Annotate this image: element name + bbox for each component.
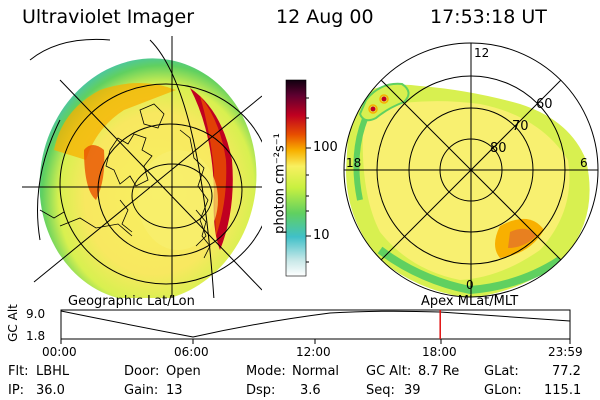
- mlat-label-70: 70: [512, 119, 529, 134]
- gain-value: 13: [166, 383, 183, 398]
- observation-date: 12 Aug 00: [276, 6, 374, 28]
- door-value: Open: [166, 364, 201, 379]
- mode-label: Mode:: [246, 364, 286, 379]
- xtick-0000: 00:00: [42, 345, 77, 359]
- left-panel-caption: Geographic Lat/Lon: [68, 294, 195, 309]
- mlt-label-0: 0: [466, 278, 474, 292]
- xtick-0600: 06:00: [174, 345, 209, 359]
- flt-label: Flt:: [8, 364, 29, 379]
- dsp-label: Dsp:: [246, 383, 276, 398]
- gcalt-label: GC Alt:: [366, 364, 412, 379]
- gcalt-value: 8.7 Re: [418, 364, 460, 379]
- xtick-1200: 12:00: [296, 345, 331, 359]
- mlt-label-12: 12: [474, 46, 490, 60]
- mode-value: Normal: [292, 364, 340, 379]
- glat-label: GLat:: [484, 364, 519, 379]
- ip-value: 36.0: [36, 383, 65, 398]
- dsp-value: 3.6: [300, 383, 321, 398]
- right-panel-caption: Apex MLat/MLT: [421, 294, 519, 309]
- altitude-ymin: 1.8: [26, 329, 46, 343]
- mlt-label-6: 6: [580, 156, 588, 170]
- glon-value: 115.1: [544, 383, 582, 398]
- glat-value: 77.2: [552, 364, 581, 379]
- door-label: Door:: [124, 364, 160, 379]
- xtick-2359: 23:59: [548, 345, 583, 359]
- mlat-label-60: 60: [536, 97, 553, 112]
- seq-label: Seq:: [366, 383, 395, 398]
- colorbar-tick-10: 10: [313, 228, 330, 243]
- ip-label: IP:: [8, 383, 25, 398]
- gain-label: Gain:: [124, 383, 159, 398]
- glon-label: GLon:: [484, 383, 522, 398]
- instrument-title: Ultraviolet Imager: [22, 6, 195, 28]
- altitude-ymax: 9.0: [26, 307, 46, 321]
- colorbar-tick-100: 100: [313, 140, 338, 155]
- seq-value: 39: [404, 383, 421, 398]
- mlat-label-80: 80: [490, 141, 507, 156]
- flt-value: LBHL: [36, 364, 70, 379]
- xtick-1800: 18:00: [422, 345, 457, 359]
- mlt-label-18: 18: [346, 156, 362, 170]
- observation-time: 17:53:18 UT: [430, 6, 547, 28]
